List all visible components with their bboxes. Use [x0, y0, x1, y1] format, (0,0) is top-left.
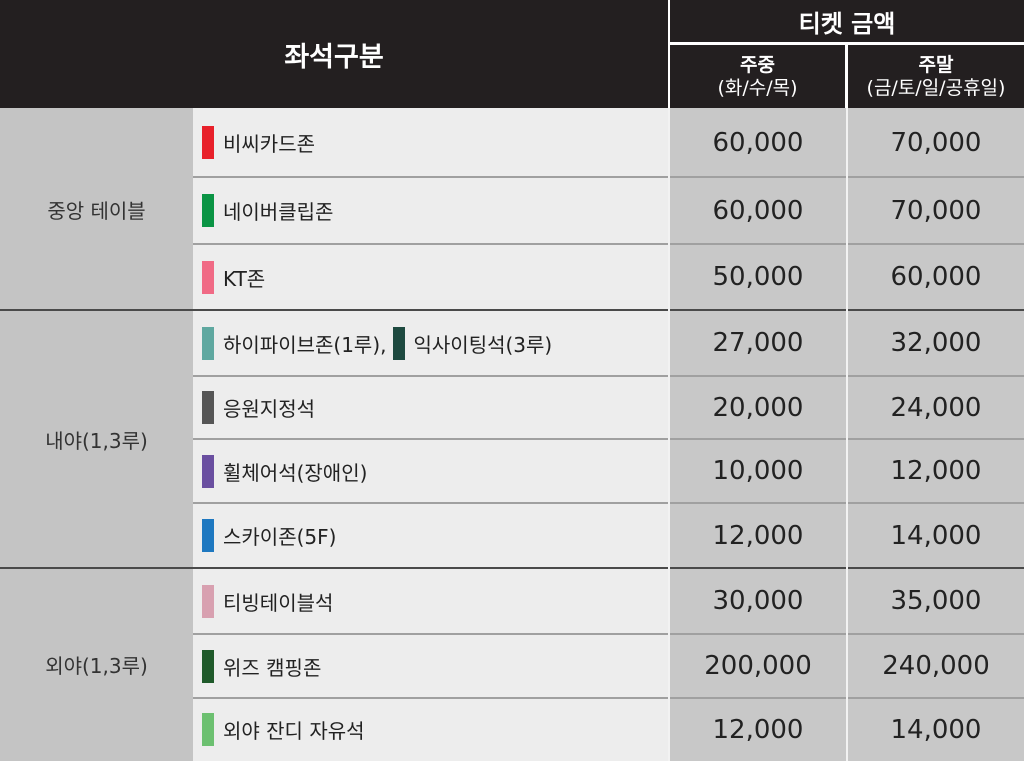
weekend-price: 24,000 — [848, 376, 1024, 439]
color-swatch — [202, 391, 214, 424]
row-divider — [193, 438, 1024, 440]
seat-label: 비씨카드존 — [223, 132, 315, 156]
column-divider — [846, 108, 848, 761]
weekday-price: 12,000 — [670, 503, 846, 568]
row-divider — [193, 633, 1024, 635]
color-swatch — [392, 326, 405, 360]
seat-label: KT존 — [223, 266, 266, 291]
weekday-price: 200,000 — [670, 634, 846, 698]
header-ticket-price: 티켓 금액 — [670, 0, 1024, 42]
header-weekend: 주말 (금/토/일/공휴일) — [848, 45, 1024, 108]
header-weekday-days: (화/수/목) — [717, 76, 798, 99]
seat-cell: 네이버클립존 — [193, 177, 668, 244]
header-weekend-days: (금/토/일/공휴일) — [866, 76, 1006, 99]
seat-cell: 비씨카드존 — [193, 108, 668, 177]
seat-cell: 하이파이브존(1루), 익사이팅석(3루) — [193, 310, 668, 376]
seat-label: 네이버클립존 — [223, 200, 334, 224]
weekend-price: 14,000 — [848, 698, 1024, 761]
row-divider — [193, 697, 1024, 699]
header-divider — [668, 0, 670, 108]
header-weekend-label: 주말 — [918, 53, 954, 76]
weekday-price: 50,000 — [670, 244, 846, 310]
weekday-price: 30,000 — [670, 568, 846, 634]
color-swatch — [202, 194, 214, 227]
color-swatch — [202, 260, 214, 294]
row-divider — [193, 176, 1024, 178]
weekend-price: 14,000 — [848, 503, 1024, 568]
header-weekday: 주중 (화/수/목) — [670, 45, 845, 108]
weekday-price: 60,000 — [670, 177, 846, 244]
seat-label: 하이파이브존(1루), — [223, 332, 387, 357]
weekend-price: 12,000 — [848, 439, 1024, 503]
seat-cell: 티빙테이블석 — [193, 568, 668, 634]
category-cell: 중앙 테이블 — [0, 108, 193, 310]
weekend-price: 70,000 — [848, 177, 1024, 244]
group-divider — [0, 567, 1024, 569]
weekday-price: 12,000 — [670, 698, 846, 761]
header-divider — [845, 45, 848, 108]
category-cell: 내야(1,3루) — [0, 310, 193, 568]
seat-label: 티빙테이블석 — [223, 590, 334, 615]
color-swatch — [202, 519, 214, 552]
weekend-price: 70,000 — [848, 108, 1024, 177]
color-swatch — [202, 126, 214, 159]
color-swatch — [202, 713, 214, 746]
seat-cell: 외야 잔디 자유석 — [193, 698, 668, 761]
color-swatch — [202, 326, 214, 360]
weekend-price: 35,000 — [848, 568, 1024, 634]
color-swatch — [202, 584, 214, 618]
seat-label: 외야 잔디 자유석 — [223, 719, 365, 743]
weekend-price: 60,000 — [848, 244, 1024, 310]
category-cell: 외야(1,3루) — [0, 568, 193, 761]
seat-label: 스카이존(5F) — [223, 525, 337, 549]
weekend-price: 32,000 — [848, 310, 1024, 376]
weekday-price: 60,000 — [670, 108, 846, 177]
color-swatch — [202, 649, 214, 683]
color-swatch — [202, 454, 214, 488]
seat-cell: 위즈 캠핑존 — [193, 634, 668, 698]
weekend-price: 240,000 — [848, 634, 1024, 698]
seat-label: 익사이팅석(3루) — [413, 332, 553, 357]
seat-cell: 응원지정석 — [193, 376, 668, 439]
seat-label: 휠체어석(장애인) — [223, 460, 368, 485]
weekday-price: 10,000 — [670, 439, 846, 503]
seat-label: 위즈 캠핑존 — [223, 655, 322, 680]
seat-label: 응원지정석 — [223, 397, 315, 421]
header-divider — [670, 42, 1024, 45]
weekday-price: 27,000 — [670, 310, 846, 376]
column-divider — [668, 108, 670, 761]
header-seat-category: 좌석구분 — [0, 0, 668, 108]
row-divider — [193, 243, 1024, 245]
seat-cell: 휠체어석(장애인) — [193, 439, 668, 503]
header-weekday-label: 주중 — [740, 53, 775, 76]
weekday-price: 20,000 — [670, 376, 846, 439]
seat-cell: KT존 — [193, 244, 668, 310]
group-divider — [0, 309, 1024, 311]
row-divider — [193, 375, 1024, 377]
seat-cell: 스카이존(5F) — [193, 503, 668, 568]
row-divider — [193, 502, 1024, 504]
